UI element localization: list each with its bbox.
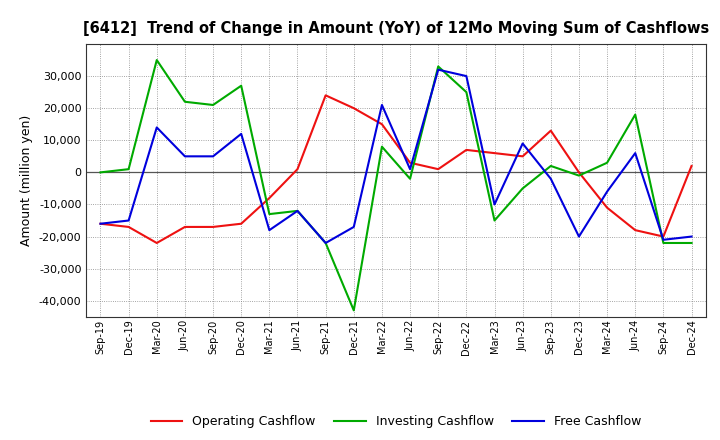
Free Cashflow [209, 154, 217, 159]
Investing Cashflow [153, 57, 161, 62]
Legend: Operating Cashflow, Investing Cashflow, Free Cashflow: Operating Cashflow, Investing Cashflow, … [146, 411, 646, 433]
Operating Cashflow [575, 170, 583, 175]
Investing Cashflow [293, 208, 302, 213]
Free Cashflow [687, 234, 696, 239]
Investing Cashflow [265, 212, 274, 217]
Operating Cashflow [631, 227, 639, 233]
Free Cashflow [377, 103, 386, 108]
Free Cashflow [603, 189, 611, 194]
Investing Cashflow [631, 112, 639, 117]
Operating Cashflow [687, 163, 696, 169]
Free Cashflow [631, 150, 639, 156]
Investing Cashflow [462, 89, 471, 95]
Free Cashflow [406, 166, 415, 172]
Operating Cashflow [659, 234, 667, 239]
Free Cashflow [434, 67, 443, 72]
Operating Cashflow [377, 121, 386, 127]
Y-axis label: Amount (million yen): Amount (million yen) [20, 115, 33, 246]
Investing Cashflow [659, 240, 667, 246]
Investing Cashflow [687, 240, 696, 246]
Investing Cashflow [546, 163, 555, 169]
Investing Cashflow [125, 166, 133, 172]
Free Cashflow [181, 154, 189, 159]
Line: Operating Cashflow: Operating Cashflow [101, 95, 691, 243]
Line: Free Cashflow: Free Cashflow [101, 70, 691, 243]
Line: Investing Cashflow: Investing Cashflow [101, 60, 691, 310]
Investing Cashflow [96, 170, 105, 175]
Operating Cashflow [181, 224, 189, 230]
Operating Cashflow [265, 195, 274, 201]
Operating Cashflow [462, 147, 471, 153]
Free Cashflow [153, 125, 161, 130]
Free Cashflow [518, 141, 527, 146]
Investing Cashflow [603, 160, 611, 165]
Free Cashflow [321, 240, 330, 246]
Investing Cashflow [575, 173, 583, 178]
Free Cashflow [237, 131, 246, 136]
Investing Cashflow [406, 176, 415, 181]
Investing Cashflow [490, 218, 499, 223]
Operating Cashflow [406, 160, 415, 165]
Investing Cashflow [209, 103, 217, 108]
Free Cashflow [659, 237, 667, 242]
Free Cashflow [293, 208, 302, 213]
Operating Cashflow [490, 150, 499, 156]
Operating Cashflow [546, 128, 555, 133]
Free Cashflow [96, 221, 105, 226]
Operating Cashflow [96, 221, 105, 226]
Free Cashflow [265, 227, 274, 233]
Operating Cashflow [434, 166, 443, 172]
Free Cashflow [125, 218, 133, 223]
Operating Cashflow [349, 106, 358, 111]
Free Cashflow [490, 202, 499, 207]
Investing Cashflow [434, 64, 443, 69]
Operating Cashflow [209, 224, 217, 230]
Operating Cashflow [518, 154, 527, 159]
Operating Cashflow [321, 93, 330, 98]
Investing Cashflow [377, 144, 386, 149]
Free Cashflow [546, 176, 555, 181]
Free Cashflow [349, 224, 358, 230]
Investing Cashflow [181, 99, 189, 104]
Operating Cashflow [153, 240, 161, 246]
Operating Cashflow [603, 205, 611, 210]
Free Cashflow [462, 73, 471, 79]
Title: [6412]  Trend of Change in Amount (YoY) of 12Mo Moving Sum of Cashflows: [6412] Trend of Change in Amount (YoY) o… [83, 21, 709, 36]
Investing Cashflow [518, 186, 527, 191]
Operating Cashflow [125, 224, 133, 230]
Investing Cashflow [349, 308, 358, 313]
Investing Cashflow [237, 83, 246, 88]
Free Cashflow [575, 234, 583, 239]
Operating Cashflow [237, 221, 246, 226]
Investing Cashflow [321, 240, 330, 246]
Operating Cashflow [293, 166, 302, 172]
